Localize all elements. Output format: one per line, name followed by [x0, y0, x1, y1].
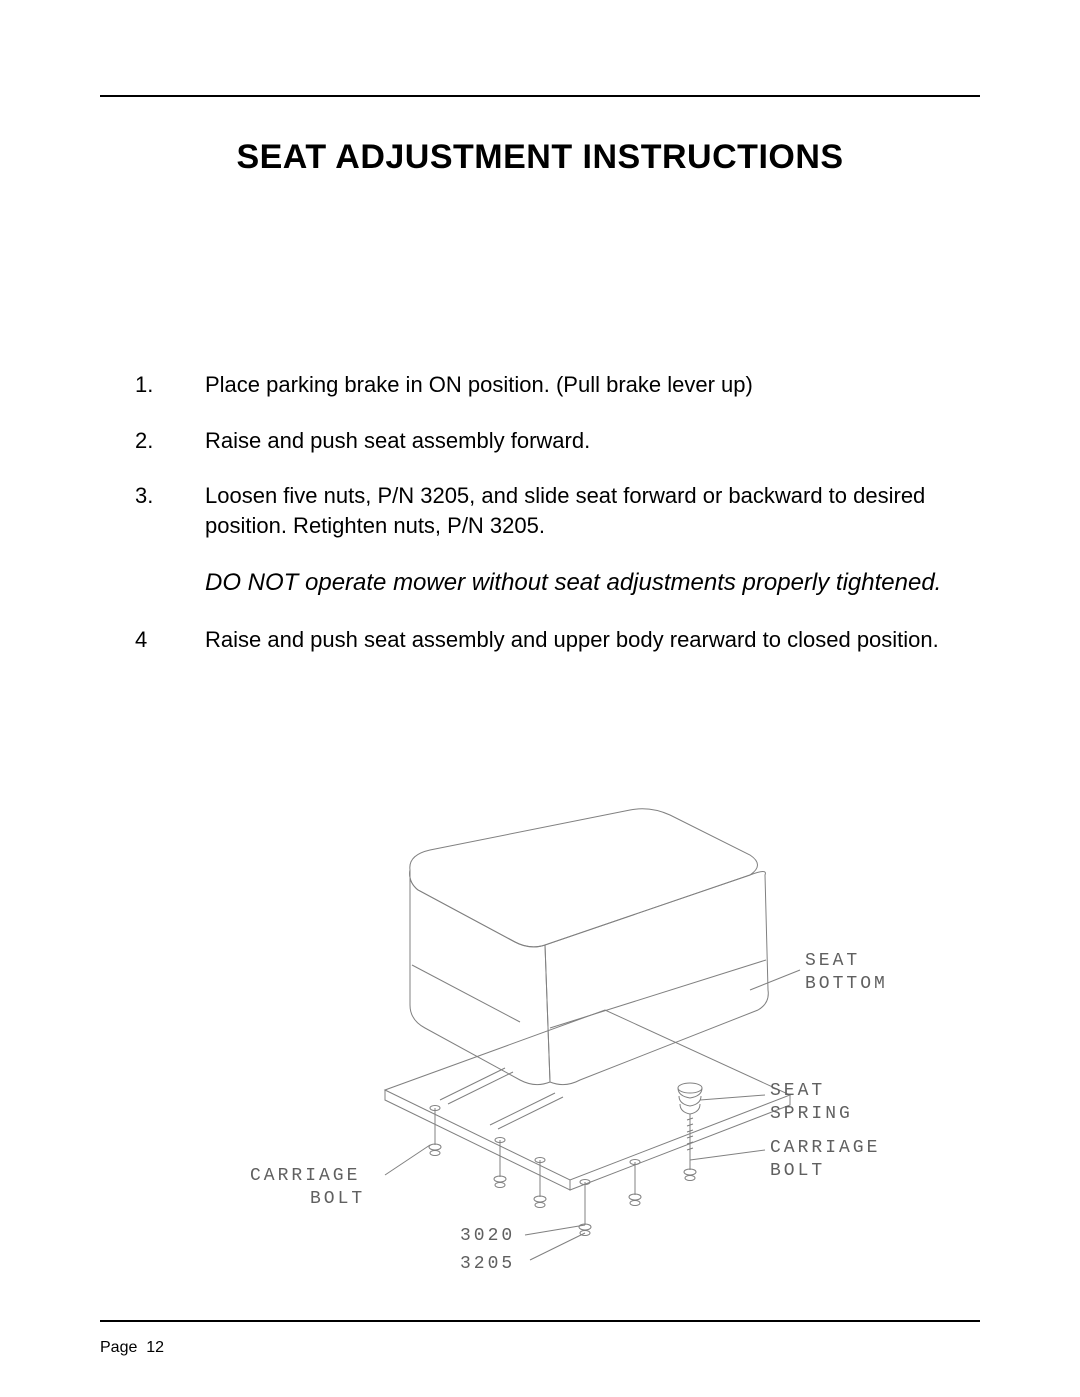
label-seat-spring-1: SEAT [770, 1081, 825, 1101]
step-number: 2. [135, 426, 205, 456]
step-text: Raise and push seat assembly and upper b… [205, 625, 960, 655]
step-1: 1. Place parking brake in ON position. (… [135, 370, 960, 400]
step-text: Place parking brake in ON position. (Pul… [205, 370, 960, 400]
label-seat-bottom-2: BOTTOM [805, 974, 888, 994]
step-number: 4 [135, 625, 205, 655]
warning-text: DO NOT operate mower without seat adjust… [205, 567, 960, 599]
step-2: 2. Raise and push seat assembly forward. [135, 426, 960, 456]
footer-page-label: Page [100, 1339, 137, 1356]
label-pn-3020: 3020 [460, 1226, 515, 1246]
step-text: Raise and push seat assembly forward. [205, 426, 960, 456]
step-number: 1. [135, 370, 205, 400]
step-number: 3. [135, 481, 205, 540]
label-carriage-bolt-l-1: CARRIAGE [250, 1166, 360, 1186]
bolt-2 [494, 1138, 506, 1188]
step-4: 4 Raise and push seat assembly and upper… [135, 625, 960, 655]
label-carriage-bolt-r-1: CARRIAGE [770, 1138, 880, 1158]
seat-diagram: SEAT BOTTOM SEAT SPRING CARRIAGE BOLT CA… [190, 800, 890, 1345]
page-footer: Page 12 [100, 1339, 164, 1357]
footer-page-num: 12 [146, 1339, 164, 1356]
bottom-rule [100, 1320, 980, 1322]
label-carriage-bolt-r-2: BOLT [770, 1161, 825, 1181]
step-3: 3. Loosen five nuts, P/N 3205, and slide… [135, 481, 960, 540]
label-carriage-bolt-l-2: BOLT [310, 1189, 365, 1209]
bolt-1 [429, 1106, 441, 1156]
label-pn-3205: 3205 [460, 1254, 515, 1274]
instructions-block: 1. Place parking brake in ON position. (… [135, 370, 960, 681]
bolt-center [579, 1180, 591, 1236]
step-text: Loosen five nuts, P/N 3205, and slide se… [205, 481, 960, 540]
page-title: SEAT ADJUSTMENT INSTRUCTIONS [0, 138, 1080, 177]
page: SEAT ADJUSTMENT INSTRUCTIONS 1. Place pa… [0, 0, 1080, 1397]
label-seat-spring-2: SPRING [770, 1104, 853, 1124]
label-seat-bottom-1: SEAT [805, 951, 860, 971]
top-rule [100, 95, 980, 97]
bolt-3 [534, 1158, 546, 1208]
